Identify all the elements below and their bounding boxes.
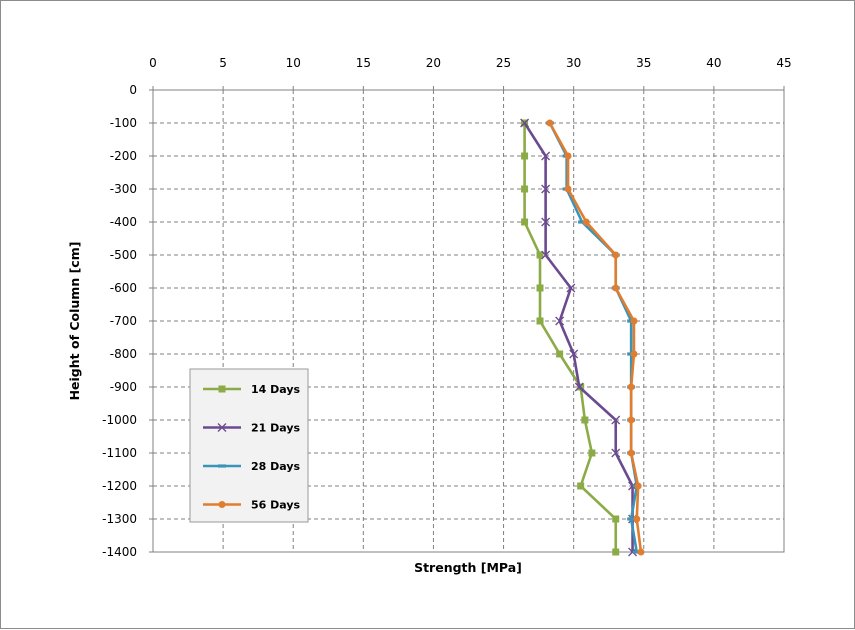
data-point (611, 415, 621, 425)
x-tick-label: 45 (776, 56, 791, 70)
legend-item: 56 Days (203, 499, 301, 512)
x-tick-label: 20 (426, 56, 441, 70)
data-point (582, 218, 590, 226)
legend-label: 28 Days (251, 460, 301, 473)
legend-label: 14 Days (251, 383, 301, 396)
y-tick-label: -600 (110, 281, 137, 295)
y-tick-label: -1200 (102, 479, 137, 493)
data-point (536, 251, 544, 259)
data-point (581, 416, 589, 424)
data-point (541, 184, 551, 194)
y-tick-label: -1000 (102, 413, 137, 427)
data-point (634, 482, 642, 490)
legend-label: 21 Days (251, 422, 301, 435)
gridlines (153, 90, 784, 552)
y-tick-labels: 0 -100 -200 -300 -400 -500 -600 -700 -800 -900 -10… (102, 83, 153, 559)
data-point (612, 251, 620, 259)
legend-marker (218, 464, 226, 468)
data-point (611, 448, 621, 458)
data-point (627, 517, 636, 521)
y-tick-label: 0 (129, 83, 137, 97)
data-point (521, 152, 529, 160)
y-tick-label: -100 (110, 116, 137, 130)
data-point (577, 482, 585, 490)
data-point (541, 151, 551, 161)
data-point (521, 218, 529, 226)
y-tick-label: -500 (110, 248, 137, 262)
legend-marker (218, 385, 226, 393)
y-tick-label: -400 (110, 215, 137, 229)
data-point (612, 284, 620, 292)
y-tick-label: -1100 (102, 446, 137, 460)
legend-box (189, 368, 309, 523)
series-line (523, 122, 634, 552)
x-axis-title: Strength [MPa] (414, 560, 522, 575)
data-point (564, 185, 572, 193)
data-point (637, 548, 645, 556)
legend-label: 56 Days (251, 499, 301, 512)
data-point (541, 217, 551, 227)
data-point (612, 548, 620, 556)
y-axis-title: Height of Column [cm] (67, 242, 82, 401)
series-lines (520, 118, 645, 557)
x-tick-label: 15 (356, 56, 371, 70)
data-point (574, 382, 584, 392)
legend-item: 28 Days (203, 460, 301, 473)
series-line (523, 123, 618, 552)
data-point (536, 317, 544, 325)
x-tick-label: 35 (636, 56, 651, 70)
data-point (588, 449, 596, 457)
data-point (569, 349, 579, 359)
y-tick-label: -900 (110, 380, 137, 394)
data-point (521, 185, 529, 193)
series-56-days (546, 119, 645, 556)
legend-marker (217, 423, 227, 432)
data-point (612, 515, 620, 523)
data-point (566, 283, 576, 293)
data-point (630, 350, 638, 358)
x-tick-label: 40 (706, 56, 721, 70)
legend: 14 Days 21 Days 28 Days 56 Days (189, 368, 309, 523)
data-point (564, 152, 572, 160)
data-point (546, 119, 554, 127)
data-point (536, 284, 544, 292)
y-tick-label: -1300 (102, 512, 137, 526)
data-point (627, 416, 635, 424)
x-tick-label: 5 (219, 56, 227, 70)
data-point (630, 317, 638, 325)
x-tick-label: 30 (566, 56, 581, 70)
data-point (541, 250, 551, 260)
legend-marker (218, 501, 226, 508)
legend-item: 14 Days (203, 383, 301, 396)
y-tick-label: -200 (110, 149, 137, 163)
data-point (633, 515, 641, 523)
x-tick-label: 10 (286, 56, 301, 70)
data-point (627, 383, 635, 391)
series-line (548, 122, 643, 553)
y-tick-label: -700 (110, 314, 137, 328)
data-point (556, 350, 564, 358)
x-tick-label: 0 (149, 56, 157, 70)
data-point (632, 550, 641, 554)
data-point (555, 316, 565, 326)
data-point (520, 118, 530, 128)
y-tick-label: -800 (110, 347, 137, 361)
data-point (578, 220, 587, 224)
data-point (627, 449, 635, 457)
series-21-days (520, 118, 638, 557)
y-tick-label: -300 (110, 182, 137, 196)
x-tick-label: 25 (496, 56, 511, 70)
x-tick-labels: 0 5 10 15 20 25 30 35 40 45 (149, 56, 792, 90)
y-tick-label: -1400 (102, 545, 137, 559)
legend-item: 21 Days (203, 422, 301, 435)
